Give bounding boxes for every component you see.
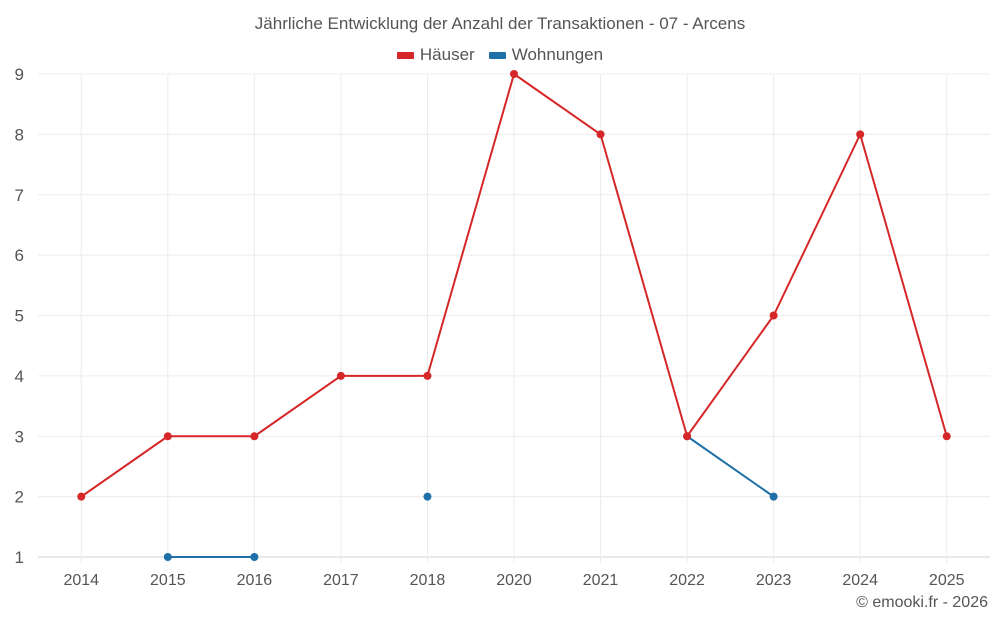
y-tick-label: 4	[15, 367, 24, 386]
data-point-haeuser[interactable]	[423, 371, 432, 380]
y-tick-label: 3	[15, 427, 24, 446]
data-point-wohnungen[interactable]	[769, 492, 778, 501]
y-tick-label: 5	[15, 307, 24, 326]
data-point-haeuser[interactable]	[683, 432, 692, 441]
legend-label-haeuser: Häuser	[419, 45, 475, 64]
series-line-wohnungen	[686, 435, 775, 498]
x-tick-label: 2016	[237, 572, 273, 589]
x-tick-label: 2021	[583, 572, 619, 589]
legend-label-wohnungen: Wohnungen	[511, 45, 604, 64]
y-tick-label: 7	[15, 186, 24, 205]
x-tick-label: 2022	[669, 572, 705, 589]
y-tick-label: 2	[15, 488, 24, 507]
legend-swatch-wohnungen	[488, 51, 506, 59]
x-tick-label: 2023	[756, 572, 792, 589]
data-point-haeuser[interactable]	[250, 432, 259, 441]
data-point-haeuser[interactable]	[769, 311, 778, 320]
legend-swatch-haeuser	[396, 51, 414, 59]
x-tick-label: 2024	[842, 572, 878, 589]
chart-title: Jährliche Entwicklung der Anzahl der Tra…	[254, 14, 746, 33]
data-point-haeuser[interactable]	[336, 371, 345, 380]
y-tick-label: 6	[15, 246, 24, 265]
x-tick-label: 2020	[496, 572, 532, 589]
x-tick-label: 2025	[929, 572, 965, 589]
x-tick-label: 2014	[63, 572, 99, 589]
y-tick-label: 1	[15, 548, 24, 567]
data-point-haeuser[interactable]	[942, 432, 951, 441]
data-point-haeuser[interactable]	[163, 432, 172, 441]
data-point-haeuser[interactable]	[856, 130, 865, 139]
data-point-wohnungen[interactable]	[423, 492, 432, 501]
legend-item-wohnungen[interactable]: Wohnungen	[488, 45, 604, 65]
copyright-credit: © emooki.fr - 2026	[856, 594, 988, 611]
y-tick-label: 9	[15, 65, 24, 84]
y-tick-label: 8	[15, 125, 24, 144]
x-tick-label: 2017	[323, 572, 359, 589]
legend-item-haeuser[interactable]: Häuser	[396, 45, 475, 65]
legend: Häuser Wohnungen	[0, 45, 1000, 65]
x-tick-label: 2015	[150, 572, 186, 589]
data-point-haeuser[interactable]	[596, 130, 605, 139]
x-tick-label: 2018	[410, 572, 446, 589]
data-point-wohnungen[interactable]	[163, 553, 172, 561]
data-point-haeuser[interactable]	[77, 492, 86, 501]
data-point-wohnungen[interactable]	[250, 553, 259, 561]
data-point-haeuser[interactable]	[510, 70, 518, 78]
